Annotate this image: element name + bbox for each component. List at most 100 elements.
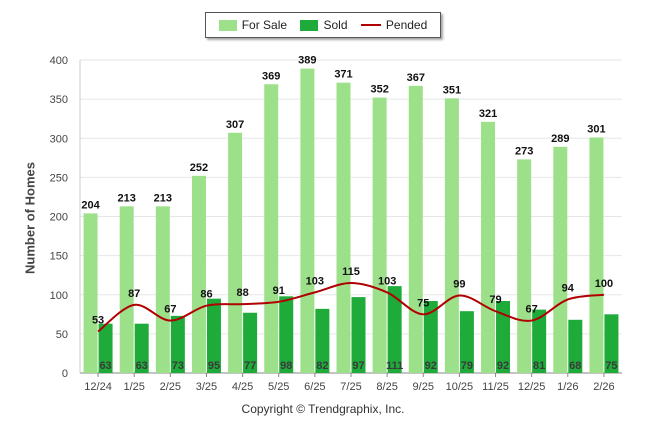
y-tick-label: 150	[50, 251, 68, 263]
x-tick-label: 1/26	[557, 381, 578, 393]
x-tick-label: 9/25	[413, 381, 434, 393]
bar-for-sale	[481, 121, 496, 373]
legend-item-for-sale[interactable]: For Sale	[218, 18, 288, 32]
x-tick-label: 7/25	[340, 381, 361, 393]
bar-sold	[170, 315, 185, 373]
data-label-pended: 67	[164, 304, 176, 316]
copyright-text: Copyright © Trendgraphix, Inc.	[241, 402, 405, 416]
bar-for-sale	[228, 132, 243, 373]
bar-for-sale	[264, 84, 279, 373]
data-label-sold: 63	[99, 360, 111, 372]
bar-for-sale	[517, 159, 532, 373]
bar-for-sale	[155, 206, 170, 373]
bar-for-sale	[553, 146, 568, 373]
data-label-sold: 82	[316, 360, 328, 372]
legend-item-sold[interactable]: Sold	[300, 18, 348, 32]
data-label-pended: 103	[306, 275, 324, 287]
legend-swatch-pended	[360, 24, 381, 26]
x-tick-label: 11/25	[482, 381, 509, 393]
data-label-for-sale: 369	[262, 70, 280, 82]
data-label-pended: 53	[92, 315, 104, 327]
legend-item-pended[interactable]: Pended	[360, 18, 428, 32]
legend-swatch-for-sale	[218, 19, 237, 31]
bar-for-sale	[408, 85, 423, 373]
data-label-for-sale: 389	[298, 55, 316, 67]
bar-for-sale	[372, 97, 387, 373]
y-tick-label: 0	[62, 368, 68, 380]
data-label-pended: 103	[378, 275, 396, 287]
data-label-sold: 68	[569, 360, 581, 372]
bar-sold	[387, 286, 402, 373]
data-label-sold: 92	[425, 360, 437, 372]
x-tick-label: 6/25	[304, 381, 325, 393]
data-label-pended: 100	[595, 278, 613, 290]
data-label-for-sale: 321	[479, 108, 497, 120]
bar-for-sale	[119, 206, 134, 373]
data-label-sold: 81	[533, 360, 545, 372]
x-tick-label: 10/25	[446, 381, 474, 393]
bar-for-sale	[83, 213, 98, 373]
y-tick-label: 300	[50, 133, 68, 145]
y-tick-label: 250	[50, 172, 68, 184]
series-line-pended	[97, 282, 605, 333]
chart-legend: For Sale Sold Pended	[205, 12, 441, 38]
bar-sold	[423, 301, 438, 373]
x-tick-label: 4/25	[232, 381, 253, 393]
x-tick-label: 12/24	[84, 381, 112, 393]
y-tick-label: 50	[56, 329, 68, 341]
bar-for-sale	[589, 137, 604, 373]
data-label-sold: 95	[208, 360, 220, 372]
data-label-sold: 63	[136, 360, 148, 372]
bar-for-sale	[444, 98, 459, 373]
bar-for-sale	[336, 82, 351, 373]
data-label-pended: 79	[489, 294, 501, 306]
data-label-for-sale: 289	[551, 133, 569, 145]
bar-sold	[604, 314, 619, 373]
data-label-sold: 75	[605, 360, 617, 372]
x-tick-label: 8/25	[376, 381, 397, 393]
data-label-pended: 75	[417, 297, 429, 309]
legend-label-sold: Sold	[323, 18, 348, 32]
bar-sold	[206, 298, 221, 373]
bar-sold	[98, 323, 113, 373]
bar-sold	[351, 297, 366, 373]
bar-for-sale	[191, 175, 206, 373]
x-tick-label: 3/25	[196, 381, 217, 393]
data-label-pended: 91	[273, 285, 285, 297]
bar-sold	[315, 308, 330, 373]
y-tick-label: 200	[50, 212, 68, 224]
bar-sold	[279, 296, 294, 373]
data-label-for-sale: 367	[407, 72, 425, 84]
bar-sold	[568, 319, 583, 373]
data-label-pended: 88	[236, 287, 248, 299]
data-label-for-sale: 252	[190, 162, 208, 174]
data-label-for-sale: 273	[515, 145, 533, 157]
data-label-sold: 79	[461, 360, 473, 372]
data-label-for-sale: 213	[154, 192, 172, 204]
y-tick-label: 350	[50, 94, 68, 106]
legend-label-for-sale: For Sale	[241, 18, 288, 32]
data-label-pended: 67	[526, 304, 538, 316]
data-label-for-sale: 371	[334, 69, 352, 81]
data-label-sold: 98	[280, 360, 292, 372]
legend-label-pended: Pended	[385, 18, 428, 32]
data-label-pended: 87	[128, 288, 140, 300]
x-tick-label: 12/25	[518, 381, 546, 393]
data-label-pended: 86	[200, 289, 212, 301]
data-label-for-sale: 213	[118, 192, 136, 204]
data-label-pended: 115	[342, 266, 360, 278]
data-label-for-sale: 301	[587, 123, 605, 135]
bar-sold	[243, 312, 258, 373]
data-label-sold: 92	[497, 360, 509, 372]
data-label-sold: 77	[244, 360, 256, 372]
bar-for-sale	[300, 68, 315, 374]
legend-swatch-sold	[300, 19, 319, 31]
data-label-for-sale: 352	[370, 84, 388, 96]
x-tick-label: 2/26	[593, 381, 614, 393]
y-tick-label: 400	[50, 55, 68, 67]
data-label-sold: 73	[172, 360, 184, 372]
data-label-pended: 99	[453, 279, 465, 291]
data-label-for-sale: 351	[443, 84, 461, 96]
y-axis-label: Number of Homes	[22, 162, 38, 274]
